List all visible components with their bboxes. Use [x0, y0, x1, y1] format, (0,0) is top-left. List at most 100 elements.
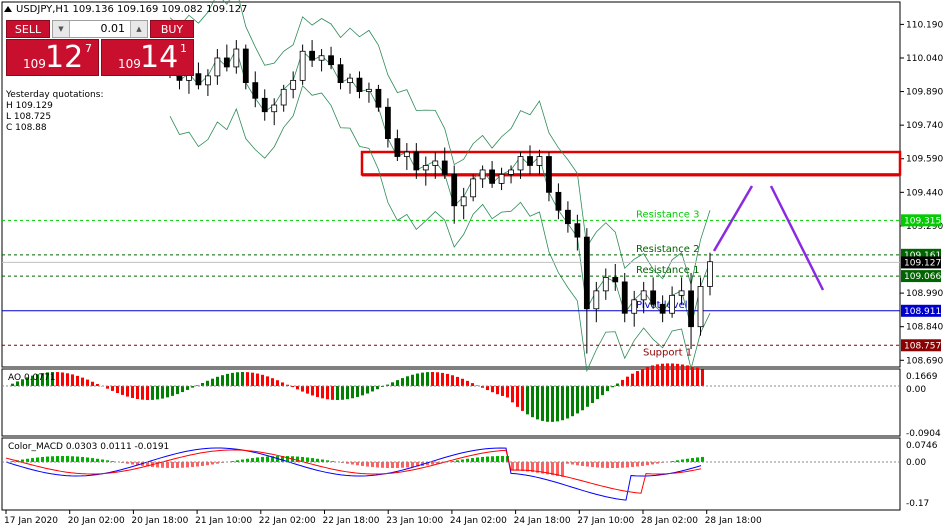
ao-bar [11, 383, 14, 386]
ao-bar [351, 386, 354, 399]
ao-bar [486, 386, 489, 391]
candle-body [546, 156, 552, 193]
sell-price-pip: 7 [85, 42, 92, 55]
ao-tick-label: -0.0904 [906, 429, 941, 439]
buy-price-pip: 1 [180, 42, 187, 55]
yesterday-quotations: Yesterday quotations: H 109.129 L 108.72… [6, 90, 103, 134]
macd-bar [466, 458, 469, 462]
ao-bar [491, 386, 494, 393]
candle-body [536, 156, 543, 166]
candle-body [659, 303, 666, 314]
lot-size-value[interactable]: 0.01 [100, 22, 126, 35]
symbol-dropdown-icon[interactable] [4, 6, 12, 12]
sell-price-button[interactable]: 109 12 7 [6, 39, 99, 76]
macd-bar [236, 460, 239, 462]
macd-bar [651, 462, 654, 465]
macd-tick-label: -0.17 [906, 499, 929, 509]
ao-bar [316, 386, 319, 398]
macd-bar [401, 462, 404, 468]
candle-body [688, 290, 694, 328]
macd-bar [566, 462, 569, 464]
time-tick-label: 21 Jan 10:00 [195, 516, 252, 526]
lot-size-stepper[interactable]: ▼ 0.01 ▲ [52, 20, 148, 38]
macd-bar [256, 457, 259, 462]
candle-body [290, 79, 297, 90]
ao-bar [686, 365, 689, 386]
candle-body [422, 165, 429, 171]
ao-bar [221, 375, 224, 386]
macd-bar [431, 462, 434, 465]
candle-body [356, 77, 363, 92]
candle-body [280, 88, 287, 106]
ao-bar [326, 386, 329, 400]
ao-bar [481, 386, 484, 388]
price-tick-label: 109.590 [906, 155, 943, 165]
candle-body [384, 106, 391, 139]
macd-bar [251, 458, 254, 462]
ao-bar [391, 382, 394, 386]
macd-bar [131, 462, 134, 465]
ao-bar [406, 376, 409, 386]
ao-bar [566, 386, 569, 419]
macd-bar [196, 462, 199, 467]
ao-tick-label: 0.1669 [906, 372, 938, 382]
level-label: Resistance 2 [636, 244, 699, 255]
candle-body [621, 281, 628, 314]
macd-bar [476, 457, 479, 462]
time-tick-label: 20 Jan 18:00 [131, 516, 188, 526]
macd-bar [696, 457, 699, 462]
macd-bar [286, 456, 289, 462]
candle-body [631, 299, 638, 314]
price-tick-label: 108.690 [906, 356, 943, 366]
ao-bar [591, 386, 594, 404]
price-badge-label: 109.127 [904, 258, 941, 268]
lot-decrease-icon[interactable]: ▼ [53, 21, 70, 37]
macd-bar [606, 462, 609, 468]
candle-body [432, 160, 439, 166]
candle-body [574, 223, 581, 238]
time-tick-label: 27 Jan 10:00 [577, 516, 634, 526]
buy-price-button[interactable]: 109 14 1 [101, 39, 194, 76]
middle-band-line [169, 47, 711, 327]
ao-bar [311, 386, 314, 396]
macd-bar [371, 462, 374, 468]
macd-bar [306, 457, 309, 462]
macd-line [5, 447, 702, 501]
macd-bar [316, 458, 319, 462]
candle-body [242, 48, 249, 84]
ao-bar [151, 386, 154, 400]
macd-bar [321, 459, 324, 462]
candle-body [460, 196, 467, 207]
lot-increase-icon[interactable]: ▲ [130, 21, 147, 37]
ao-bar [476, 385, 479, 386]
macd-bar [216, 462, 219, 464]
ao-bar [701, 369, 704, 386]
macd-bar [541, 462, 544, 474]
ao-bar [681, 364, 684, 386]
macd-bar [41, 456, 44, 462]
ao-bar [521, 386, 524, 411]
candle-body [602, 277, 609, 292]
ao-bar [26, 377, 29, 386]
ao-bar [601, 386, 604, 396]
macd-signal-line [5, 449, 702, 494]
candle-body [413, 151, 420, 171]
macd-bar [366, 462, 369, 467]
candle-body [233, 48, 240, 68]
macd-bar [516, 462, 519, 471]
macd-bar [331, 461, 334, 462]
sell-button[interactable]: SELL [6, 20, 50, 38]
candle-body [261, 97, 268, 113]
ao-bar [496, 386, 499, 395]
ao-bar [191, 386, 194, 388]
upper-band-line [169, 0, 711, 285]
macd-bar [511, 462, 514, 471]
ao-bar [346, 386, 349, 400]
ao-bar [76, 375, 79, 386]
buy-button[interactable]: BUY [150, 20, 194, 38]
ao-bar [661, 363, 664, 386]
symbol-title: USDJPY,H1 109.136 109.169 109.082 109.12… [16, 4, 248, 15]
candle-body [337, 64, 344, 84]
ao-bar [81, 377, 84, 386]
